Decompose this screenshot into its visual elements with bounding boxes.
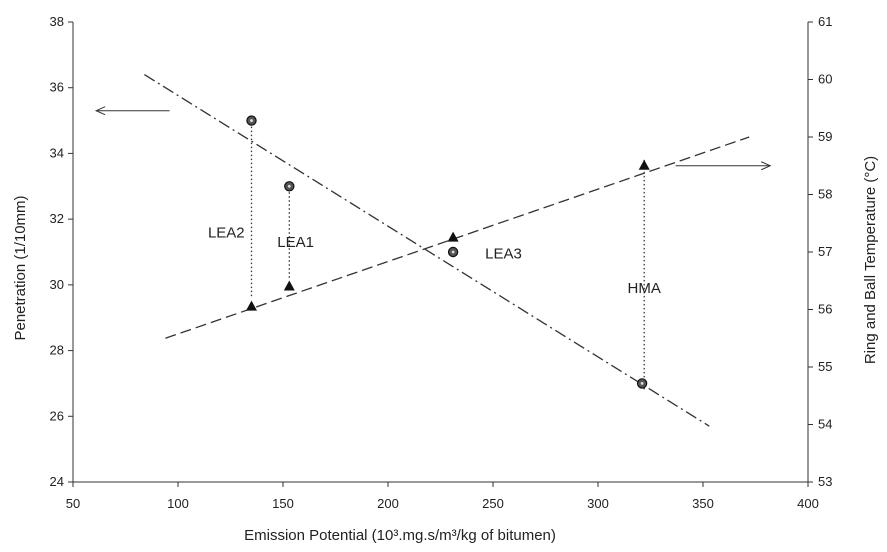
annotation-lea3: LEA3 [485, 246, 522, 263]
penetration-trendline [144, 74, 710, 427]
y-axis-left-title: Penetration (1/10mm) [12, 195, 29, 340]
softening-point-marker [638, 159, 650, 170]
x-tick-label: 250 [482, 496, 504, 511]
y-right-tick-label: 57 [818, 244, 832, 259]
x-tick-label: 100 [167, 496, 189, 511]
softening-point-marker [447, 231, 459, 242]
x-tick-label: 200 [377, 496, 399, 511]
y-left-tick-label: 26 [50, 408, 64, 423]
y-left-tick-label: 36 [50, 80, 64, 95]
y-left-tick-label: 24 [50, 474, 64, 489]
x-tick-label: 150 [272, 496, 294, 511]
penetration-point-highlight [451, 250, 455, 254]
right-axis-arrowhead [760, 161, 772, 171]
y-right-tick-label: 56 [818, 302, 832, 317]
annotation-hma: HMA [628, 280, 661, 297]
left-axis-arrowhead [94, 106, 106, 116]
softening-point-marker [283, 280, 295, 291]
y-right-tick-label: 54 [818, 417, 832, 432]
penetration-point-highlight [640, 382, 644, 385]
annotation-lea2: LEA2 [208, 224, 245, 241]
y-left-tick-label: 30 [50, 277, 64, 292]
y-right-tick-label: 60 [818, 72, 832, 87]
x-tick-label: 50 [66, 496, 80, 511]
x-tick-label: 350 [692, 496, 714, 511]
y-right-tick-label: 55 [818, 359, 832, 374]
annotation-lea1: LEA1 [277, 234, 314, 251]
penetration-point-highlight [287, 184, 291, 188]
penetration-point-highlight [250, 119, 253, 122]
y-right-tick-label: 53 [818, 474, 832, 489]
y-right-tick-label: 59 [818, 129, 832, 144]
x-tick-label: 300 [587, 496, 609, 511]
y-right-tick-label: 58 [818, 187, 832, 202]
softening-point-trendline [165, 136, 750, 339]
softening-point-marker [246, 300, 257, 311]
x-tick-label: 400 [797, 496, 819, 511]
x-axis-title: Emission Potential (10³.mg.s/m³/kg of bi… [244, 527, 556, 544]
y-left-tick-label: 34 [50, 145, 64, 160]
y-right-tick-label: 61 [818, 14, 832, 29]
y-left-tick-label: 38 [50, 14, 64, 29]
y-left-tick-label: 28 [50, 343, 64, 358]
y-axis-right-title: Ring and Ball Temperature (°C) [862, 156, 879, 364]
y-left-tick-label: 32 [50, 211, 64, 226]
